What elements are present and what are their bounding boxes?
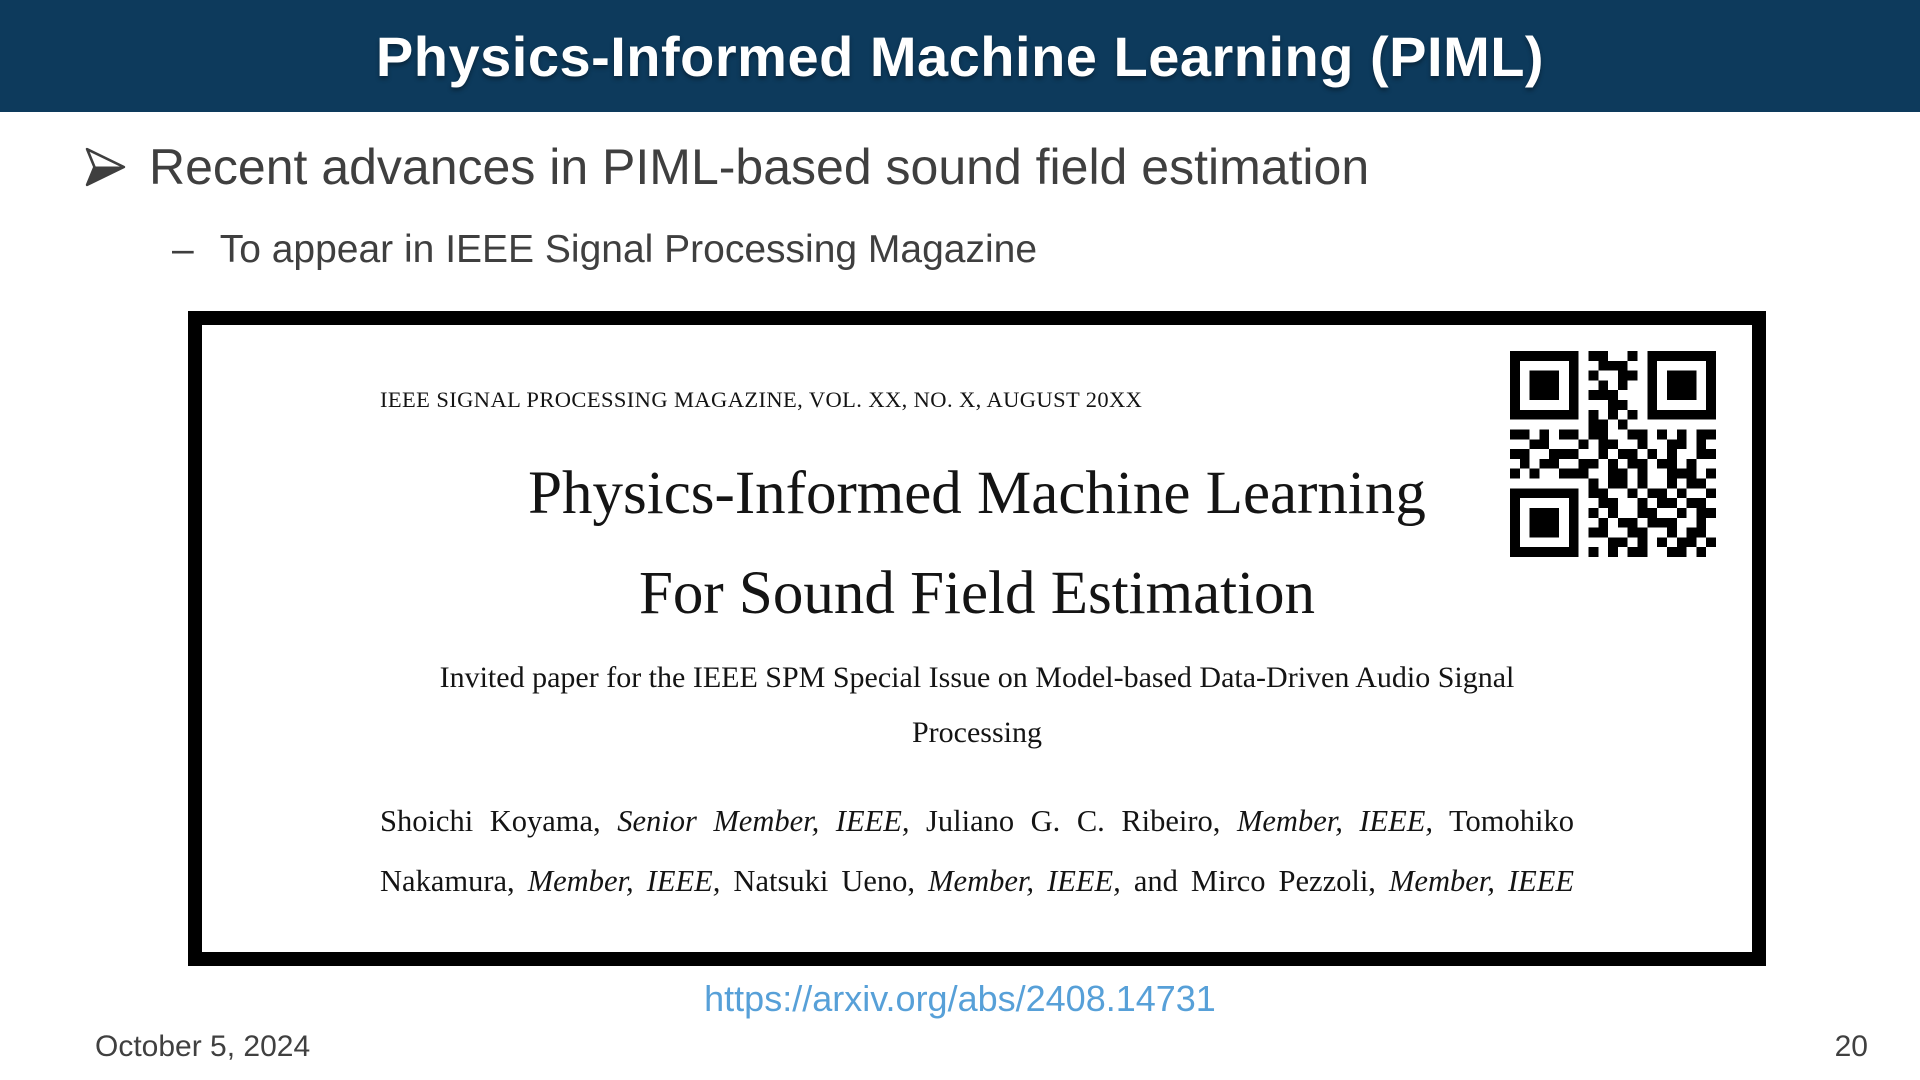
- authors-line2: Nakamura, Member, IEEE, Natsuki Ueno, Me…: [380, 852, 1574, 911]
- paper-subtitle-line2: Processing: [912, 715, 1042, 749]
- qr-code: [1510, 351, 1716, 557]
- authors-line1: Shoichi Koyama, Senior Member, IEEE, Jul…: [380, 792, 1574, 851]
- dash-bullet: –: [172, 228, 194, 271]
- membership-note: Member, IEEE,: [527, 863, 721, 898]
- footer-date: October 5, 2024: [95, 1030, 311, 1063]
- membership-note: Senior Member, IEEE,: [617, 804, 910, 839]
- paper-subtitle: Invited paper for the IEEE SPM Special I…: [380, 651, 1574, 760]
- author-name: Shoichi Koyama,: [380, 804, 618, 839]
- arrow-bullet-icon: [85, 147, 126, 187]
- membership-note: Member, IEEE: [1389, 863, 1575, 898]
- arxiv-link[interactable]: https://arxiv.org/abs/2408.14731: [704, 978, 1216, 1019]
- bullet-text: Recent advances in PIML-based sound fiel…: [149, 139, 1370, 195]
- qr-code-image: [1510, 351, 1716, 557]
- author-name: Tomohiko: [1433, 804, 1574, 839]
- paper-subtitle-line1: Invited paper for the IEEE SPM Special I…: [439, 661, 1515, 694]
- membership-note: Member, IEEE,: [928, 863, 1121, 898]
- slide-page-number: 20: [1834, 1030, 1868, 1063]
- slide-title: Physics-Informed Machine Learning (PIML): [375, 24, 1545, 88]
- membership-note: Member, IEEE,: [1236, 804, 1434, 839]
- author-name: and Mirco Pezzoli,: [1120, 863, 1390, 898]
- author-name: Natsuki Ueno,: [720, 863, 929, 898]
- bullet-line: Recent advances in PIML-based sound fiel…: [85, 138, 1369, 196]
- paper-page: IEEE SIGNAL PROCESSING MAGAZINE, VOL. XX…: [202, 325, 1752, 952]
- header-bar: Physics-Informed Machine Learning (PIML): [0, 0, 1920, 112]
- author-name: Juliano G. C. Ribeiro,: [909, 804, 1237, 839]
- paper-authors: Shoichi Koyama, Senior Member, IEEE, Jul…: [380, 792, 1574, 911]
- journal-header: IEEE SIGNAL PROCESSING MAGAZINE, VOL. XX…: [380, 387, 1143, 412]
- arxiv-link-row: https://arxiv.org/abs/2408.14731: [0, 978, 1920, 1020]
- paper-figure: IEEE SIGNAL PROCESSING MAGAZINE, VOL. XX…: [188, 311, 1766, 966]
- paper-title-line1: Physics-Informed Machine Learning: [528, 460, 1426, 527]
- sub-bullet-line: – To appear in IEEE Signal Processing Ma…: [172, 228, 1037, 272]
- author-name: Nakamura,: [380, 863, 528, 898]
- sub-bullet-text: To appear in IEEE Signal Processing Maga…: [219, 228, 1038, 271]
- paper-title-line2: For Sound Field Estimation: [638, 560, 1316, 627]
